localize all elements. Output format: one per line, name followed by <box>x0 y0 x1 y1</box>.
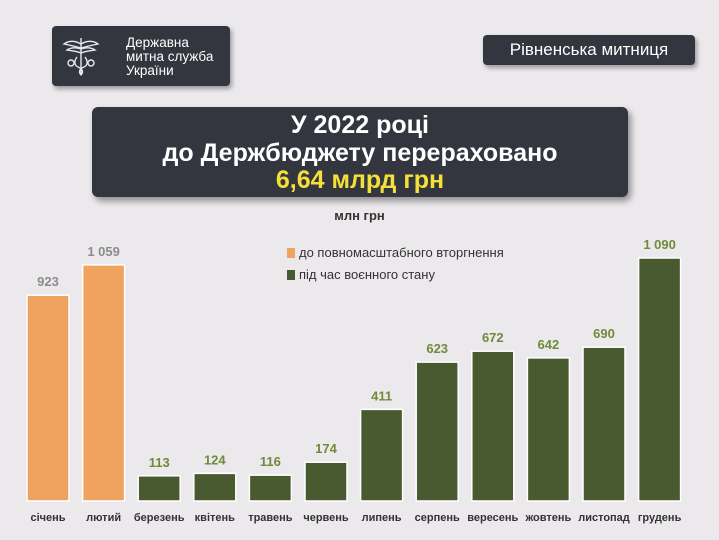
bar-грудень <box>637 257 682 502</box>
value-label-листопад: 690 <box>593 326 615 341</box>
category-label-квітень: квітень <box>195 512 235 524</box>
category-label-жовтень: жовтень <box>525 512 572 524</box>
customs-office-badge: Рівненська митниця <box>483 35 695 65</box>
category-label-вересень: вересень <box>467 512 518 524</box>
category-label-серпень: серпень <box>415 512 460 524</box>
value-label-березень: 113 <box>149 455 170 470</box>
bar-вересень <box>471 350 515 502</box>
value-label-жовтень: 642 <box>538 337 560 352</box>
value-label-червень: 174 <box>315 441 337 456</box>
headline-line-2: до Держбюджету перераховано <box>162 139 558 167</box>
bar-жовтень <box>526 357 571 502</box>
bar-червень <box>304 461 348 502</box>
value-label-грудень: 1 090 <box>643 237 676 252</box>
logo-line-3: України <box>126 63 174 78</box>
value-label-травень: 116 <box>260 454 281 469</box>
bar-лютий <box>81 264 126 502</box>
customs-service-logo: Державна митна служба України <box>52 26 230 86</box>
headline-panel: У 2022 році до Держбюджету перераховано … <box>92 107 628 197</box>
value-label-серпень: 623 <box>426 341 448 356</box>
category-label-січень: січень <box>30 512 65 524</box>
bar-січень <box>26 294 70 502</box>
category-label-травень: травень <box>248 512 293 524</box>
category-label-червень: червень <box>303 512 349 524</box>
value-label-лютий: 1 059 <box>87 244 120 259</box>
category-label-грудень: грудень <box>638 512 682 524</box>
category-label-лютий: лютий <box>86 512 121 524</box>
legend-label-before: до повномасштабного вторгнення <box>299 245 504 260</box>
legend-label-during: під час воєнного стану <box>299 267 435 282</box>
category-label-листопад: листопад <box>578 512 630 524</box>
headline-total: 6,64 млрд грн <box>275 166 445 194</box>
bar-березень <box>137 475 181 502</box>
category-label-березень: березень <box>134 512 185 524</box>
customs-emblem-icon <box>62 38 100 76</box>
value-label-вересень: 672 <box>482 330 504 345</box>
value-label-липень: 411 <box>371 388 392 403</box>
bar-серпень <box>415 361 459 502</box>
bar-листопад <box>582 346 626 502</box>
value-label-квітень: 124 <box>204 452 226 467</box>
legend-swatch-during <box>287 270 295 280</box>
chart-unit-label: млн грн <box>334 208 385 223</box>
bar-травень <box>248 474 293 502</box>
headline-line-1: У 2022 році <box>291 111 429 139</box>
category-label-липень: липень <box>362 512 402 524</box>
legend-swatch-before <box>287 248 295 258</box>
bar-квітень <box>193 472 237 502</box>
logo-line-2: митна служба <box>126 49 214 64</box>
logo-line-1: Державна <box>126 35 189 50</box>
value-label-січень: 923 <box>37 274 59 289</box>
logo-text: Державна митна служба України <box>126 36 213 78</box>
bar-липень <box>359 408 404 502</box>
